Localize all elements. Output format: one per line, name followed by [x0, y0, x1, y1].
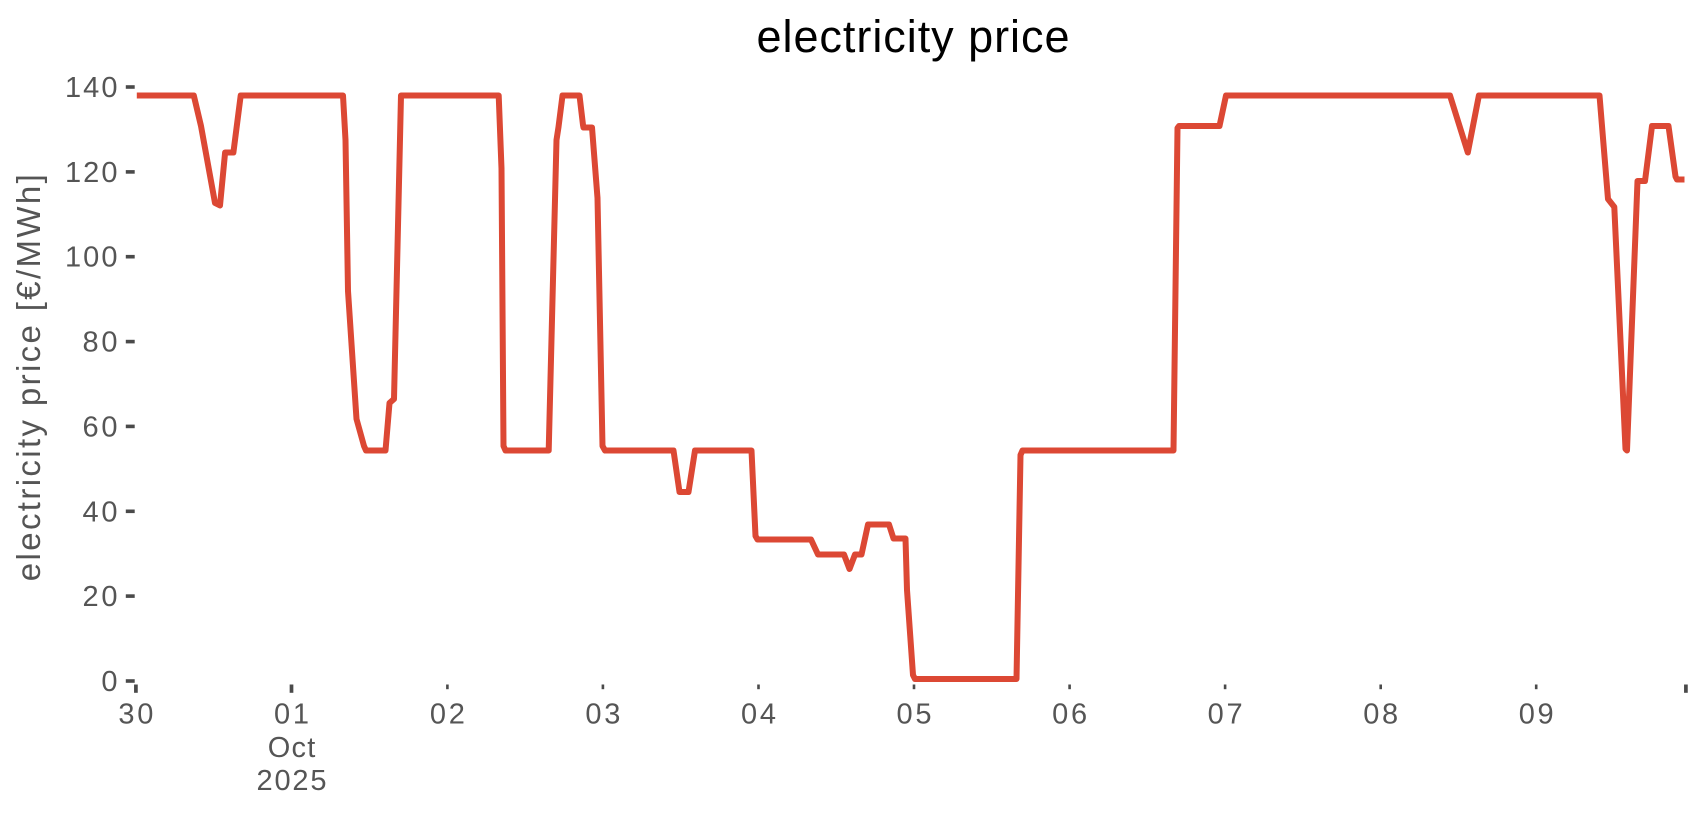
svg-text:2025: 2025 [257, 765, 327, 797]
svg-text:electricity price: electricity price [757, 11, 1070, 62]
svg-text:120: 120 [65, 157, 118, 189]
svg-text:electricity price [€/MWh]: electricity price [€/MWh] [10, 174, 47, 581]
svg-text:0: 0 [101, 666, 117, 698]
svg-text:140: 140 [65, 72, 118, 104]
svg-text:Oct: Oct [268, 732, 316, 764]
svg-text:100: 100 [65, 242, 118, 274]
